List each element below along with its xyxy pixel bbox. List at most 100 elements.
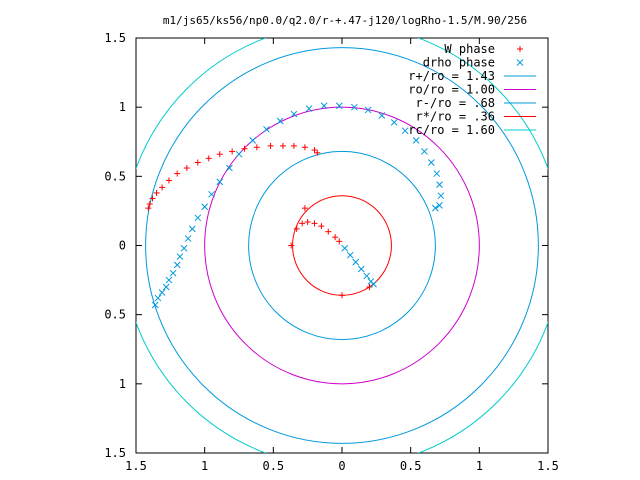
w-phase-point: [336, 238, 343, 245]
w-phase-point: [301, 205, 308, 212]
w-phase-point: [146, 201, 153, 207]
y-tick-label: 0: [119, 239, 126, 253]
legend-label: r+/ro = 1.43: [408, 69, 495, 83]
y-tick-label: 1: [119, 377, 126, 391]
legend-cross-marker: [516, 59, 524, 66]
w-phase-point: [301, 144, 308, 151]
drho-phase-point: [188, 225, 196, 233]
x-tick-label: 1: [476, 459, 483, 473]
x-tick-label: 0: [338, 459, 345, 473]
drho-phase-point: [184, 235, 192, 242]
y-tick-label: 1.5: [104, 446, 126, 460]
legend-plus-marker: [517, 46, 523, 52]
circle-r-ro-68: [248, 150, 436, 341]
legend-label: drho phase: [423, 56, 495, 70]
w-phase-point: [153, 189, 160, 196]
x-tick-label: 1.5: [537, 459, 559, 473]
drho-phase-point: [352, 258, 360, 266]
drho-phase-point: [194, 214, 202, 222]
circle-r-ro-1-43: [145, 47, 539, 444]
points-group: [145, 102, 445, 309]
drho-phase-point: [154, 294, 162, 302]
drho-phase-point: [208, 190, 215, 198]
w-phase-point: [253, 144, 260, 151]
drho-phase-point: [201, 203, 209, 211]
drho-phase-point: [390, 119, 398, 126]
drho-phase-point: [427, 159, 435, 166]
drho-phase-point: [320, 102, 328, 110]
drho-phase-point: [263, 125, 270, 133]
drho-phase-point: [436, 202, 443, 209]
w-phase-point: [279, 142, 286, 149]
y-tick-label: 1.5: [104, 31, 126, 45]
axis-ticks: 1.5 1 0.5 0 0.5 1 1.51.510.500.511.5: [104, 31, 559, 473]
circle-group: [136, 38, 548, 453]
w-phase-point: [267, 142, 274, 149]
w-phase-point: [145, 205, 152, 212]
drho-phase-point: [401, 127, 409, 135]
drho-phase-point: [432, 204, 439, 212]
y-tick-label: 0.5: [104, 308, 126, 322]
w-phase-point: [241, 145, 248, 152]
w-phase-point: [299, 220, 306, 227]
drho-phase-point: [357, 265, 365, 273]
x-tick-label: 0.5: [262, 459, 284, 473]
drho-phase-point: [370, 280, 377, 288]
drho-phase-point: [151, 301, 159, 309]
chart-title: m1/js65/ks56/np0.0/q2.0/r-+.47-j120/logR…: [163, 14, 527, 27]
y-tick-label: 0.5: [104, 169, 126, 183]
w-phase-point: [311, 147, 318, 154]
w-phase-point: [318, 223, 325, 230]
drho-phase-point: [433, 170, 441, 177]
drho-phase-point: [249, 137, 257, 144]
legend-label: ro/ro = 1.00: [408, 83, 495, 97]
x-tick-label: 0.5: [400, 459, 422, 473]
drho-phase-point: [169, 269, 177, 277]
w-phase-point: [205, 155, 212, 162]
circle-ro-ro-1-00: [204, 106, 480, 385]
w-phase-point: [314, 149, 321, 156]
legend-label: rc/ro = 1.60: [408, 123, 495, 137]
drho-phase-point: [165, 276, 173, 284]
w-phase-point: [194, 159, 201, 166]
drho-phase-point: [341, 244, 349, 252]
drho-phase-point: [363, 272, 371, 280]
w-phase-point: [174, 170, 181, 177]
drho-phase-point: [158, 289, 166, 296]
w-phase-point: [229, 148, 236, 155]
drho-phase-point: [180, 244, 188, 252]
drho-phase-point: [162, 283, 170, 291]
w-phase-point: [290, 142, 297, 149]
drho-phase-point: [235, 150, 243, 158]
drho-phase-point: [216, 178, 224, 186]
drho-phase-point: [226, 164, 233, 172]
legend-label: W phase: [444, 42, 495, 56]
w-phase-point: [325, 228, 332, 235]
w-phase-point: [216, 151, 223, 158]
drho-phase-point: [335, 102, 343, 110]
w-phase-point: [332, 234, 339, 241]
drho-phase-point: [364, 106, 372, 114]
w-phase-point: [339, 292, 345, 299]
legend-label: r*/ro = .36: [416, 110, 495, 124]
drho-phase-point: [173, 261, 181, 269]
drho-phase-point: [346, 251, 354, 259]
drho-phase-point: [176, 253, 184, 260]
y-tick-label: 1: [119, 100, 126, 114]
w-phase-point: [159, 184, 166, 191]
x-tick-label: 1.5: [125, 459, 147, 473]
w-phase-point: [165, 177, 172, 184]
w-phase-point: [311, 220, 318, 227]
w-phase-point: [293, 225, 300, 232]
x-tick-label: 1: [201, 459, 208, 473]
w-phase-point: [149, 195, 156, 202]
w-phase-point: [288, 242, 295, 249]
drho-phase-point: [412, 137, 420, 144]
drho-phase-point: [421, 148, 428, 155]
drho-phase-point: [276, 117, 284, 125]
drho-phase-point: [290, 110, 298, 118]
w-phase-point: [304, 218, 311, 225]
drho-phase-point: [437, 192, 445, 200]
